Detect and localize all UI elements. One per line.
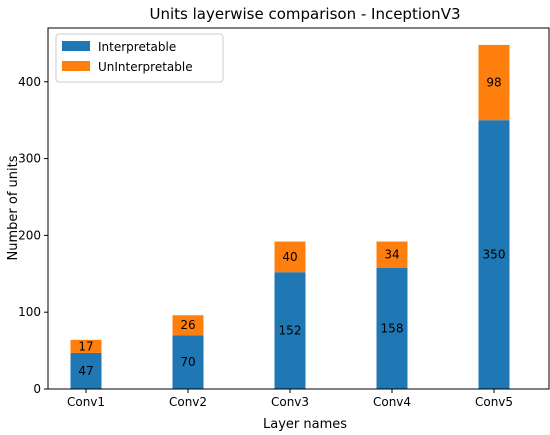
- data-label: 158: [381, 321, 404, 335]
- data-label: 47: [78, 364, 93, 378]
- data-label: 40: [282, 250, 297, 264]
- x-axis-label: Layer names: [263, 417, 347, 432]
- bar-conv5-interpretable: [478, 120, 510, 389]
- data-label: 152: [279, 324, 302, 338]
- legend-box: [55, 33, 224, 83]
- data-label: 34: [384, 248, 399, 262]
- bar-conv2-uninterpretable: [172, 315, 204, 336]
- y-tick-label: 200: [18, 228, 41, 242]
- bar-conv1-uninterpretable: [70, 339, 102, 353]
- y-tick-label: 0: [33, 382, 41, 396]
- legend-swatch-interpretable: [62, 41, 90, 51]
- bar-conv1-interpretable: [70, 352, 102, 389]
- data-label: 26: [180, 318, 195, 332]
- y-tick-label: 400: [18, 75, 41, 89]
- bar-conv2-interpretable: [172, 335, 204, 389]
- legend-swatch-uninterpretable: [62, 61, 90, 71]
- x-tick-label: Conv2: [169, 395, 207, 409]
- bar-conv4-interpretable: [376, 267, 408, 389]
- x-tick-label: Conv5: [475, 395, 513, 409]
- data-label: 70: [180, 355, 195, 369]
- bar-conv4-uninterpretable: [376, 241, 408, 268]
- legend-entry: UnInterpretable: [98, 60, 193, 74]
- axes-frame: [47, 27, 550, 390]
- y-axis-label: Number of units: [6, 155, 21, 260]
- bar-conv3-uninterpretable: [274, 241, 306, 273]
- chart-title: Units layerwise comparison - InceptionV3: [150, 5, 461, 23]
- x-tick-label: Conv1: [67, 395, 105, 409]
- y-tick-label: 300: [18, 152, 41, 166]
- bar-conv5-uninterpretable: [478, 44, 510, 121]
- bar-conv3-interpretable: [274, 272, 306, 389]
- data-label: 98: [486, 76, 501, 90]
- legend: Interpretable UnInterpretable: [55, 33, 224, 83]
- plot-area: 47 17 70 26 152 40 158 34 350 98 0 100 200 300 400 Conv…: [18, 27, 550, 409]
- data-label: 17: [78, 339, 93, 353]
- x-tick-label: Conv3: [271, 395, 309, 409]
- legend-entry: Interpretable: [98, 40, 176, 54]
- x-tick-label: Conv4: [373, 395, 411, 409]
- y-tick-label: 100: [18, 305, 41, 319]
- data-label: 350: [483, 248, 506, 262]
